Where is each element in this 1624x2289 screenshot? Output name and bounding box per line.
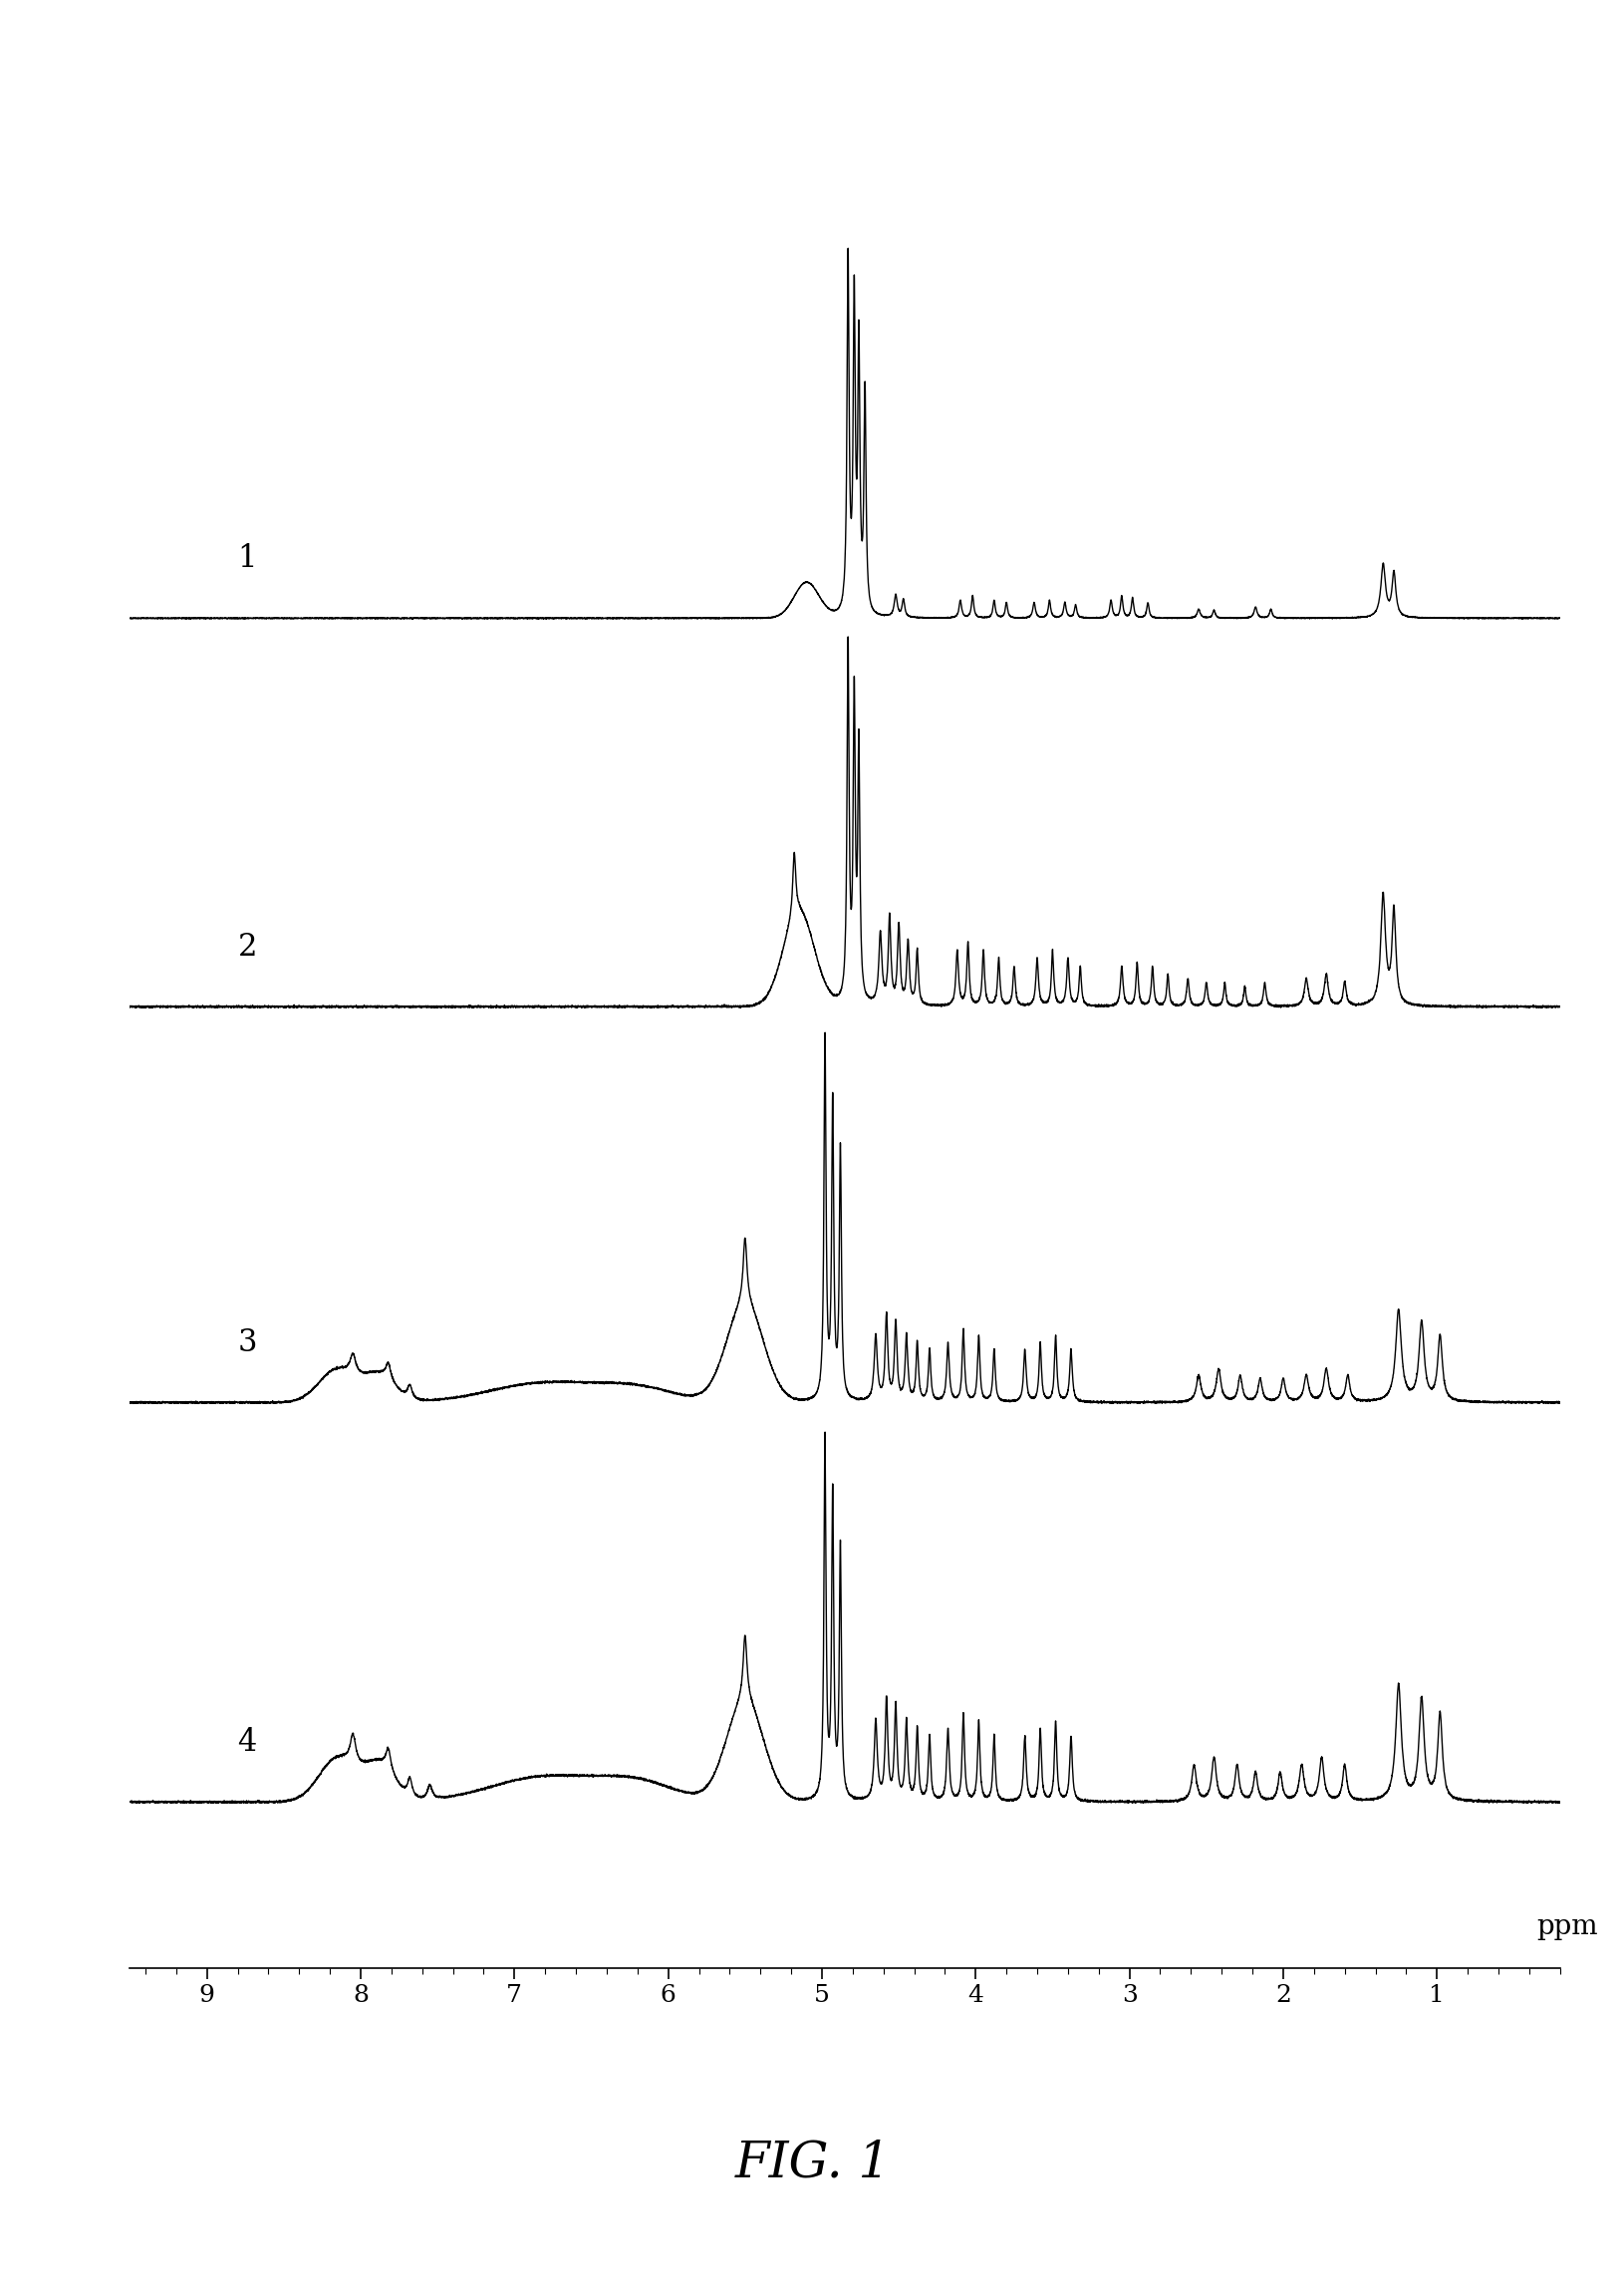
Text: 1: 1 bbox=[237, 542, 257, 575]
Text: FIG. 1: FIG. 1 bbox=[734, 2138, 890, 2188]
Text: 2: 2 bbox=[237, 932, 257, 961]
Text: 3: 3 bbox=[237, 1328, 257, 1357]
Text: 4: 4 bbox=[237, 1726, 257, 1758]
Text: ppm: ppm bbox=[1536, 1914, 1598, 1941]
